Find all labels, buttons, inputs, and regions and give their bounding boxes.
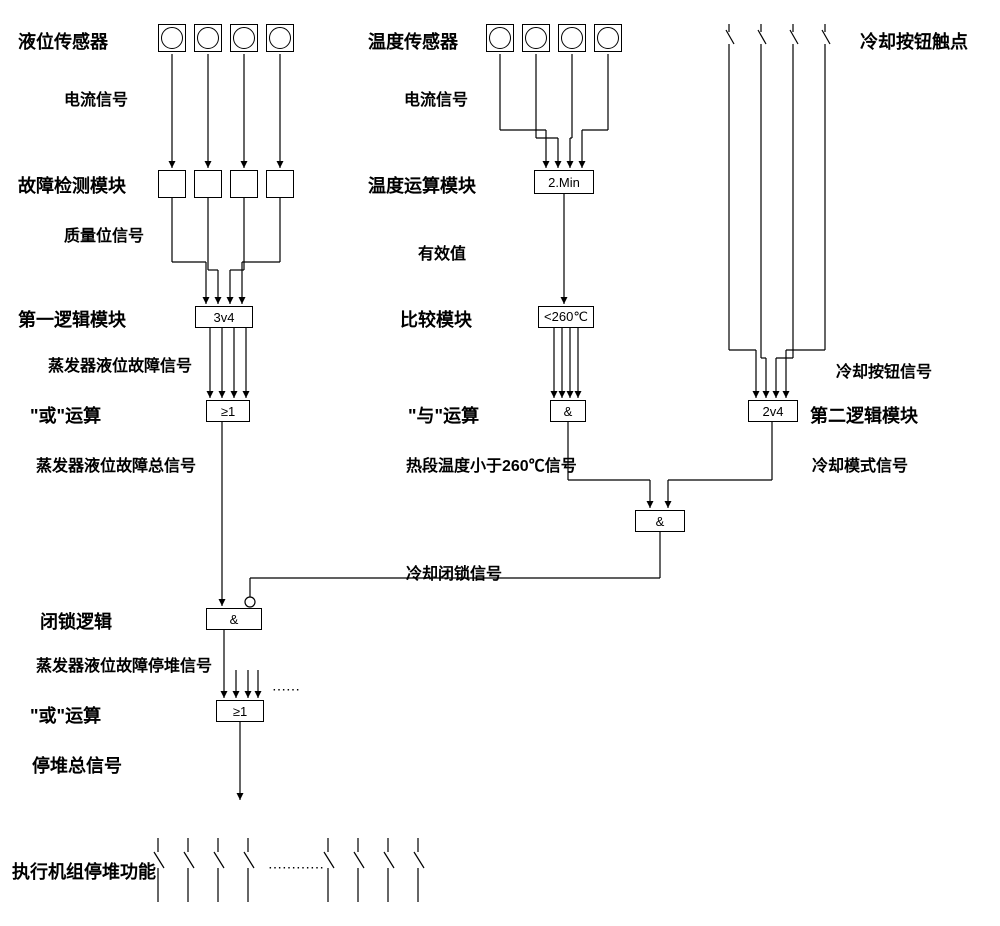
temp-2min-box: 2.Min	[534, 170, 594, 194]
and-right-box: &	[635, 510, 685, 532]
level-sensor-1-icon	[158, 24, 186, 52]
temp-sensor-label: 温度传感器	[368, 28, 458, 54]
or-ge1-top-box: ≥1	[206, 400, 250, 422]
logic-3v4-box: 3v4	[195, 306, 253, 328]
current-signal-left-label: 电流信号	[64, 86, 128, 110]
level-sensor-4-icon	[266, 24, 294, 52]
temp-sensor-4-icon	[594, 24, 622, 52]
or-ge1-bot-box: ≥1	[216, 700, 264, 722]
quality-signal-label: 质量位信号	[64, 222, 144, 246]
valid-value-label: 有效值	[418, 240, 466, 264]
cool-btn-contact-label: 冷却按钮触点	[860, 28, 968, 54]
compare-260-box: <260℃	[538, 306, 594, 328]
compare-module-label: 比较模块	[400, 306, 472, 332]
and-lock-box: &	[206, 608, 262, 630]
temp-calc-module-label: 温度运算模块	[368, 172, 476, 198]
or-op-1-label: "或"运算	[30, 402, 101, 428]
fault-box-2	[194, 170, 222, 198]
fault-box-1	[158, 170, 186, 198]
second-logic-module-label: 第二逻辑模块	[810, 402, 918, 428]
evap-level-fault-stop-label: 蒸发器液位故障停堆信号	[36, 652, 212, 676]
evap-level-fault-signal-label: 蒸发器液位故障信号	[48, 352, 192, 376]
stop-total-signal-label: 停堆总信号	[32, 752, 122, 778]
evap-level-fault-total-label: 蒸发器液位故障总信号	[36, 452, 196, 476]
fault-detect-module-label: 故障检测模块	[18, 172, 126, 198]
logic-2v4-box: 2v4	[748, 400, 798, 422]
level-sensor-2-icon	[194, 24, 222, 52]
cool-mode-signal-label: 冷却模式信号	[812, 452, 908, 476]
level-sensor-3-icon	[230, 24, 258, 52]
temp-sensor-3-icon	[558, 24, 586, 52]
svg-text:⋯⋯: ⋯⋯	[272, 681, 300, 697]
cool-btn-signal-label: 冷却按钮信号	[836, 358, 932, 382]
fault-box-3	[230, 170, 258, 198]
cool-lock-signal-label: 冷却闭锁信号	[406, 560, 502, 584]
and-op-label: "与"运算	[408, 402, 479, 428]
fault-box-4	[266, 170, 294, 198]
exec-unit-stop-label: 执行机组停堆功能	[12, 858, 156, 884]
level-sensor-label: 液位传感器	[18, 28, 108, 54]
svg-text:⋯⋯⋯⋯: ⋯⋯⋯⋯	[268, 859, 324, 875]
and-mid-box: &	[550, 400, 586, 422]
temp-sensor-1-icon	[486, 24, 514, 52]
lock-logic-label: 闭锁逻辑	[40, 608, 112, 634]
current-signal-right-label: 电流信号	[404, 86, 468, 110]
or-op-2-label: "或"运算	[30, 702, 101, 728]
temp-sensor-2-icon	[522, 24, 550, 52]
hot-temp-lt260-label: 热段温度小于260℃信号	[406, 452, 577, 476]
first-logic-module-label: 第一逻辑模块	[18, 306, 126, 332]
